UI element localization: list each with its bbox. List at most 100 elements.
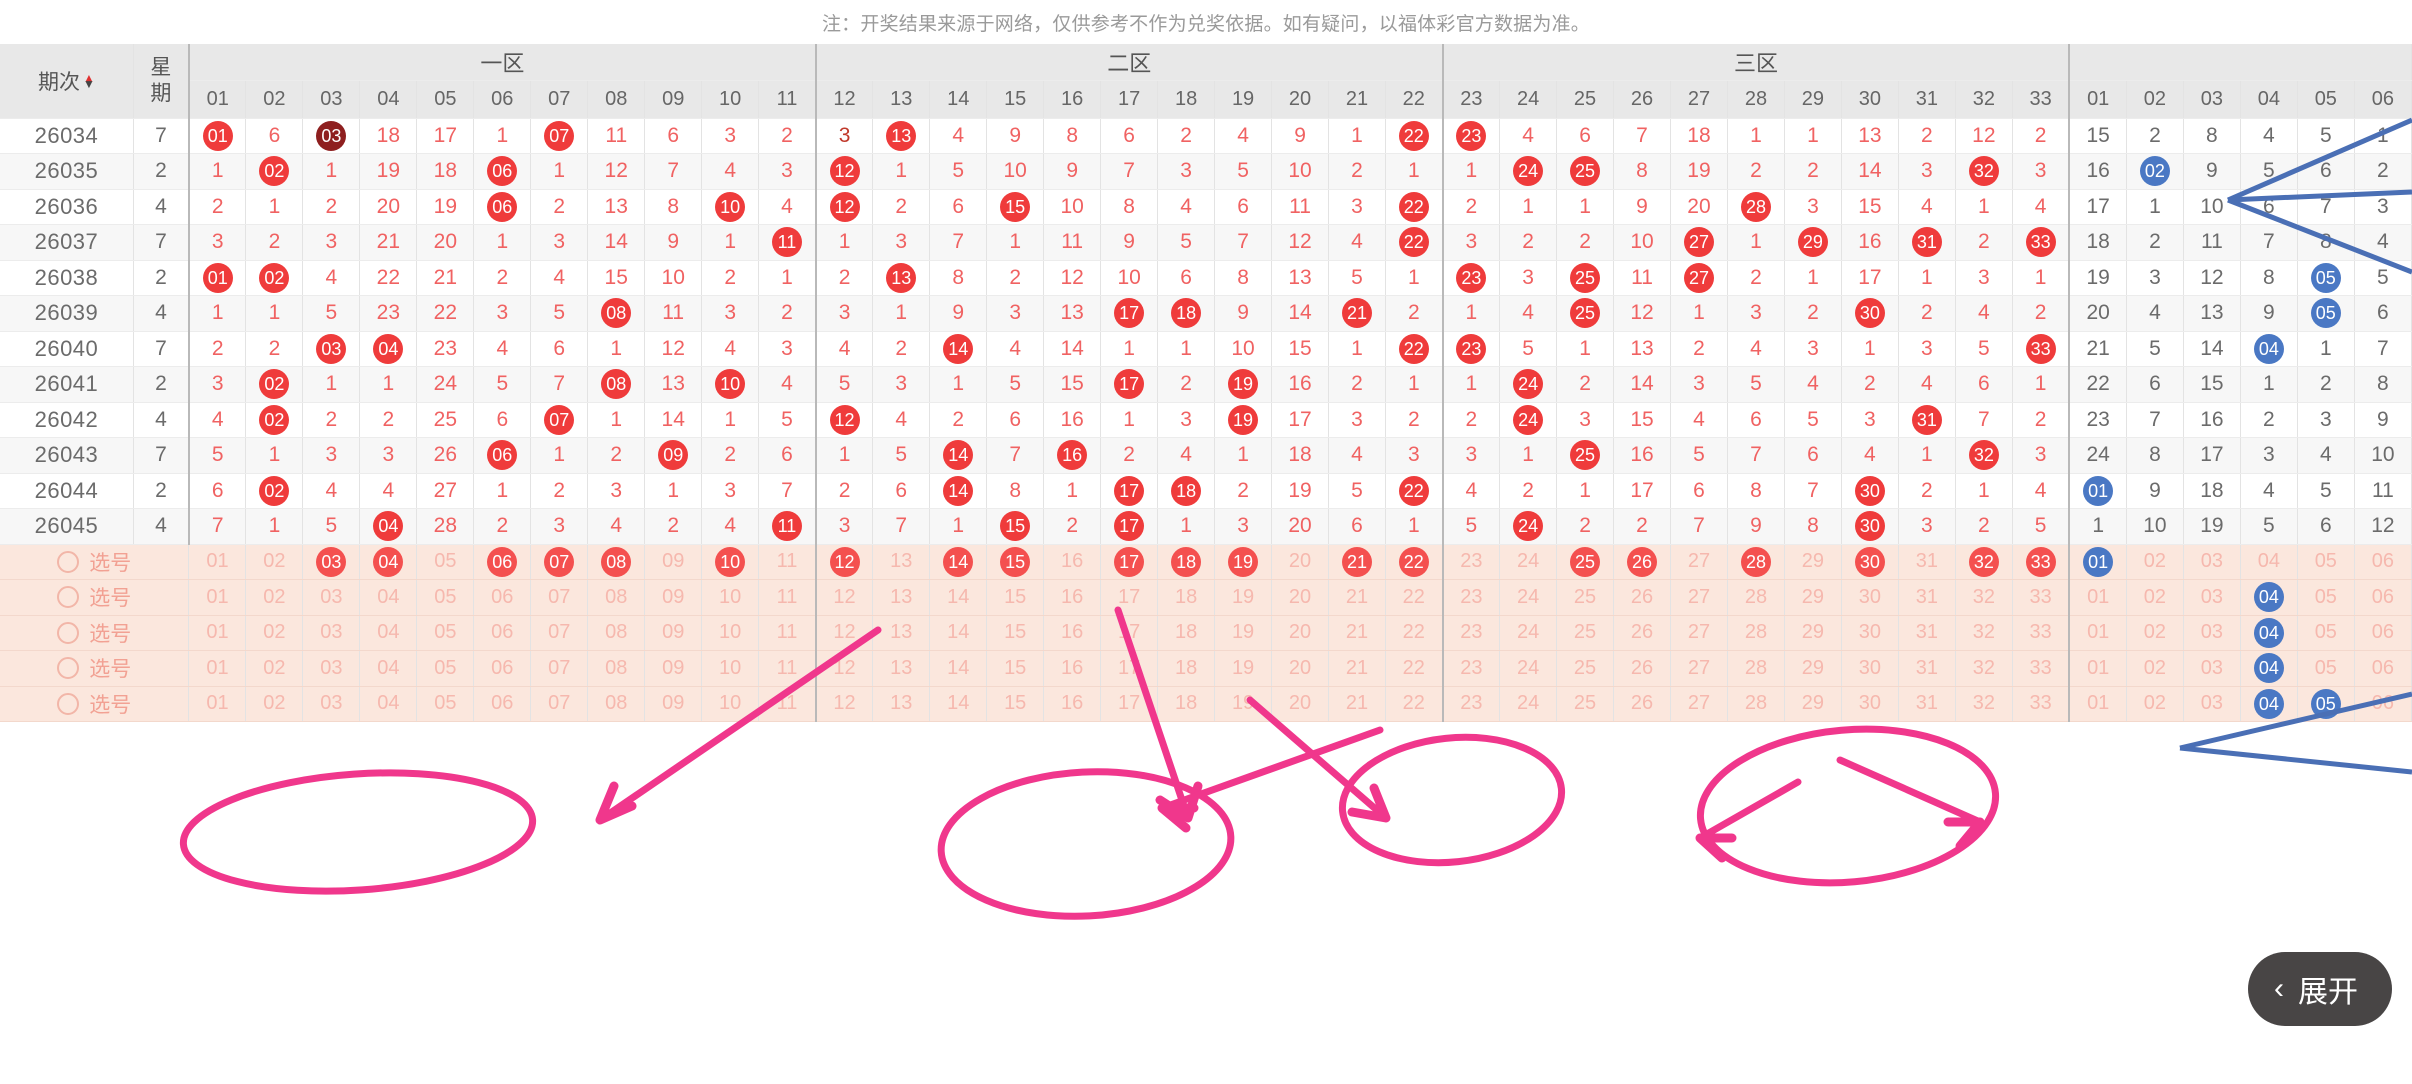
pick-red-cell-16[interactable]: 16 — [1043, 615, 1102, 651]
pick-red-cell-22[interactable]: 22 — [1385, 544, 1444, 580]
pick-red-cell-28[interactable]: 28 — [1727, 686, 1785, 722]
table-row[interactable]: 26045 4 7 1 5 04 28 2 3 4 2 4 11 3 7 1 15 2 17 1 3 20 6 1 5 24 2 2 7… — [0, 508, 2412, 545]
pick-blue-cell-05[interactable]: 05 — [2297, 579, 2355, 616]
pick-red-cell-25[interactable]: 25 — [1556, 686, 1615, 722]
pick-red-cell-13[interactable]: 13 — [872, 579, 931, 616]
sort-arrows-icon[interactable]: ▲ ▼ — [83, 72, 95, 90]
pick-blue-cell-01[interactable]: 01 — [2069, 579, 2127, 616]
pick-blue-cell-06[interactable]: 06 — [2354, 615, 2412, 651]
pick-red-cell-16[interactable]: 16 — [1043, 544, 1102, 580]
pick-red-cell-04[interactable]: 04 — [359, 686, 418, 722]
pick-red-cell-05[interactable]: 05 — [416, 615, 475, 651]
pick-red-cell-26[interactable]: 26 — [1613, 544, 1671, 580]
pick-red-cell-22[interactable]: 22 — [1385, 650, 1444, 687]
pick-red-cell-27[interactable]: 27 — [1670, 686, 1728, 722]
pick-red-cell-20[interactable]: 20 — [1271, 579, 1330, 616]
pick-blue-cell-05[interactable]: 05 — [2297, 615, 2355, 651]
pick-red-cell-09[interactable]: 09 — [644, 615, 703, 651]
col-header-1-08[interactable]: 08 — [587, 80, 646, 119]
pick-red-cell-18[interactable]: 18 — [1157, 686, 1216, 722]
pick-red-cell-19[interactable]: 19 — [1214, 686, 1273, 722]
pick-blue-cell-01[interactable]: 01 — [2069, 615, 2127, 651]
pick-red-cell-29[interactable]: 29 — [1784, 615, 1842, 651]
pick-blue-cell-01[interactable]: 01 — [2069, 686, 2127, 722]
col-header-4-02[interactable]: 02 — [2126, 80, 2184, 119]
pick-blue-cell-06[interactable]: 06 — [2354, 650, 2412, 687]
pick-red-cell-19[interactable]: 19 — [1214, 579, 1273, 616]
pick-radio-icon[interactable] — [57, 550, 80, 573]
table-row[interactable]: 26036 4 2 1 2 20 19 06 2 13 8 10 4 12 2 6 15 10 8 4 6 11 3 22 2 1… — [0, 189, 2412, 225]
col-header-3-26[interactable]: 26 — [1613, 80, 1671, 119]
pick-label-cell[interactable]: 选号 — [0, 650, 190, 687]
col-header-2-20[interactable]: 20 — [1271, 80, 1330, 119]
pick-red-cell-21[interactable]: 21 — [1328, 579, 1386, 616]
col-header-3-33[interactable]: 33 — [2012, 80, 2071, 119]
pick-blue-cell-01[interactable]: 01 — [2069, 544, 2127, 580]
col-header-1-03[interactable]: 03 — [302, 80, 361, 119]
pick-red-cell-01[interactable]: 01 — [188, 544, 247, 580]
table-row[interactable]: 26039 4 1 1 5 23 22 3 5 08 11 3 2 3 1 9 3 13 17 18 9 14 21 2 1 4 2… — [0, 295, 2412, 332]
pick-red-cell-29[interactable]: 29 — [1784, 686, 1842, 722]
pick-blue-cell-02[interactable]: 02 — [2126, 650, 2184, 687]
pick-red-cell-13[interactable]: 13 — [872, 544, 931, 580]
col-header-3-31[interactable]: 31 — [1898, 80, 1956, 119]
pick-red-cell-10[interactable]: 10 — [701, 650, 760, 687]
pick-red-cell-01[interactable]: 01 — [188, 686, 247, 722]
table-row[interactable]: 26034 7 01 6 03 18 17 1 07 11 6 3 2 3 13 4 9 8 6 2 4 9 1 22 23 4 6… — [0, 118, 2412, 154]
pick-red-cell-24[interactable]: 24 — [1499, 686, 1558, 722]
pick-red-cell-11[interactable]: 11 — [758, 650, 817, 687]
pick-red-cell-31[interactable]: 31 — [1898, 615, 1956, 651]
pick-red-cell-18[interactable]: 18 — [1157, 544, 1216, 580]
pick-red-cell-20[interactable]: 20 — [1271, 650, 1330, 687]
pick-red-cell-04[interactable]: 04 — [359, 579, 418, 616]
pick-red-cell-09[interactable]: 09 — [644, 544, 703, 580]
pick-red-cell-18[interactable]: 18 — [1157, 650, 1216, 687]
pick-label-cell[interactable]: 选号 — [0, 544, 190, 580]
pick-radio-icon[interactable] — [57, 621, 80, 644]
pick-blue-cell-02[interactable]: 02 — [2126, 686, 2184, 722]
pick-red-cell-25[interactable]: 25 — [1556, 615, 1615, 651]
col-header-1-02[interactable]: 02 — [245, 80, 304, 119]
pick-red-cell-09[interactable]: 09 — [644, 686, 703, 722]
table-row[interactable]: 26037 7 3 2 3 21 20 1 3 14 9 1 11 1 3 7 1 11 9 5 7 12 4 22 3 2 2 10… — [0, 224, 2412, 261]
pick-row-3[interactable]: 选号 01 02 03 04 05 06 07 08 09 10 11 12 13 14 15 16 17 18 19… — [0, 615, 2412, 651]
pick-red-cell-15[interactable]: 15 — [986, 650, 1045, 687]
col-header-4-05[interactable]: 05 — [2297, 80, 2355, 119]
pick-red-cell-17[interactable]: 17 — [1100, 650, 1159, 687]
pick-blue-cell-05[interactable]: 05 — [2297, 650, 2355, 687]
pick-red-cell-03[interactable]: 03 — [302, 650, 361, 687]
pick-blue-cell-04[interactable]: 04 — [2240, 579, 2298, 616]
pick-red-cell-31[interactable]: 31 — [1898, 686, 1956, 722]
pick-red-cell-19[interactable]: 19 — [1214, 650, 1273, 687]
pick-red-cell-14[interactable]: 14 — [929, 544, 988, 580]
pick-blue-cell-05[interactable]: 05 — [2297, 544, 2355, 580]
pick-red-cell-08[interactable]: 08 — [587, 686, 646, 722]
pick-red-cell-30[interactable]: 30 — [1841, 544, 1899, 580]
pick-red-cell-16[interactable]: 16 — [1043, 650, 1102, 687]
pick-blue-cell-03[interactable]: 03 — [2183, 686, 2241, 722]
pick-red-cell-31[interactable]: 31 — [1898, 544, 1956, 580]
pick-red-cell-28[interactable]: 28 — [1727, 650, 1785, 687]
pick-red-cell-06[interactable]: 06 — [473, 615, 532, 651]
table-row[interactable]: 26043 7 5 1 3 3 26 06 1 2 09 2 6 1 5 14 7 16 2 4 1 18 4 3 3 1 25 16… — [0, 437, 2412, 474]
pick-blue-cell-02[interactable]: 02 — [2126, 615, 2184, 651]
pick-red-cell-25[interactable]: 25 — [1556, 544, 1615, 580]
pick-red-cell-23[interactable]: 23 — [1442, 544, 1501, 580]
pick-red-cell-06[interactable]: 06 — [473, 544, 532, 580]
pick-red-cell-25[interactable]: 25 — [1556, 579, 1615, 616]
pick-red-cell-13[interactable]: 13 — [872, 686, 931, 722]
pick-red-cell-32[interactable]: 32 — [1955, 686, 2013, 722]
pick-red-cell-33[interactable]: 33 — [2012, 544, 2071, 580]
table-row[interactable]: 26040 7 2 2 03 04 23 4 6 1 12 4 3 4 2 14 4 14 1 1 10 15 1 22 23 5… — [0, 331, 2412, 367]
pick-blue-cell-03[interactable]: 03 — [2183, 615, 2241, 651]
col-header-3-25[interactable]: 25 — [1556, 80, 1615, 119]
col-header-3-32[interactable]: 32 — [1955, 80, 2013, 119]
table-row[interactable]: 26035 2 1 02 1 19 18 06 1 12 7 4 3 12 1 5 10 9 7 3 5 10 2 1 1 24 2… — [0, 153, 2412, 190]
pick-row-4[interactable]: 选号 01 02 03 04 05 06 07 08 09 10 11 12 13 14 15 16 17 18 19… — [0, 650, 2412, 687]
col-header-3-23[interactable]: 23 — [1442, 80, 1501, 119]
pick-blue-cell-05[interactable]: 05 — [2297, 686, 2355, 722]
pick-red-cell-32[interactable]: 32 — [1955, 650, 2013, 687]
pick-red-cell-02[interactable]: 02 — [245, 650, 304, 687]
pick-radio-icon[interactable] — [57, 692, 80, 715]
expand-button[interactable]: ‹ 展开 — [2248, 952, 2392, 1026]
